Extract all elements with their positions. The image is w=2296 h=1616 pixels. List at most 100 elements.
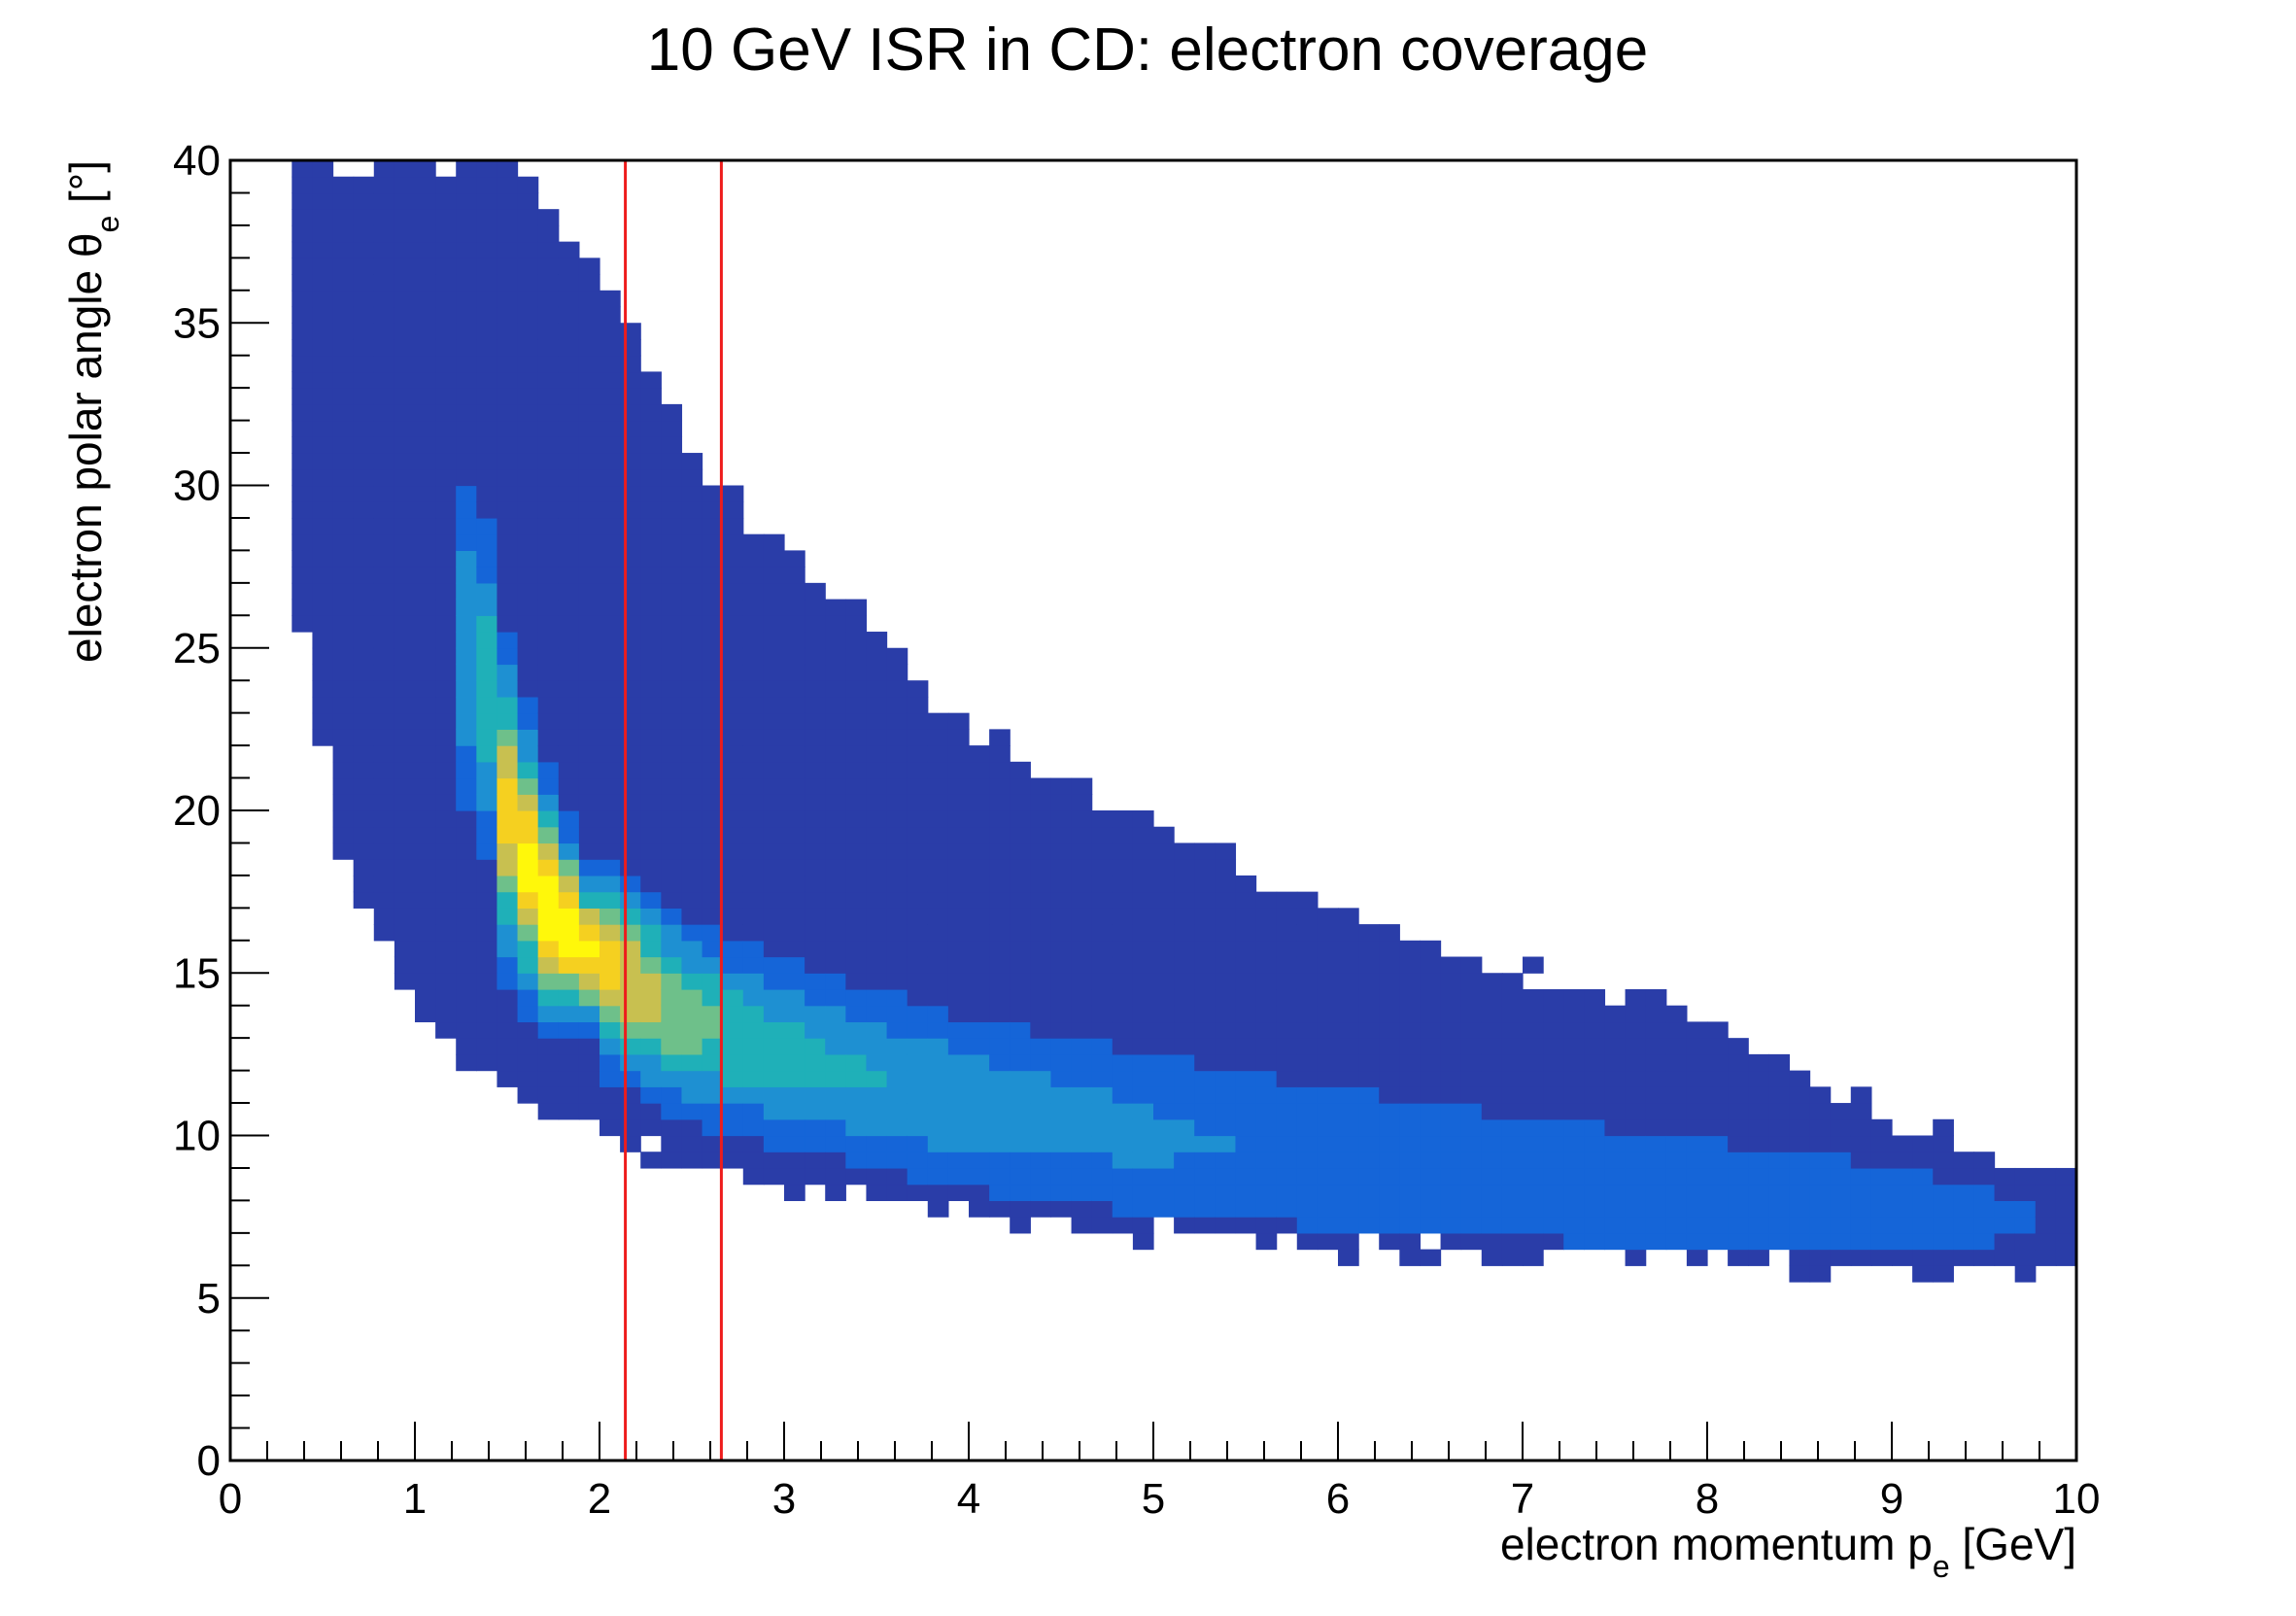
heatmap-cell [517, 420, 539, 437]
heatmap-cell [1420, 1038, 1442, 1055]
heatmap-cell [456, 274, 477, 292]
heatmap-cell [1338, 1184, 1359, 1201]
heatmap-cell [1501, 1249, 1524, 1266]
heatmap-cell [1850, 1086, 1872, 1104]
heatmap-cell [1686, 1184, 1708, 1201]
heatmap-cell [866, 1167, 888, 1186]
heatmap-cell [1338, 1053, 1359, 1072]
heatmap-cell [784, 924, 805, 942]
heatmap-cell [907, 875, 929, 893]
heatmap-cell [600, 745, 621, 763]
heatmap-cell [1604, 1184, 1627, 1201]
heatmap-cell [702, 1118, 724, 1137]
heatmap-cell [1010, 908, 1031, 925]
x-axis-label-subscript: e [1933, 1549, 1950, 1584]
heatmap-cell [1317, 1118, 1339, 1137]
heatmap-cell [578, 761, 600, 779]
heatmap-cell [578, 956, 600, 974]
heatmap-cell [537, 241, 560, 258]
heatmap-cell [497, 403, 519, 422]
heatmap-cell [1112, 1038, 1134, 1055]
heatmap-cell [1686, 1249, 1708, 1266]
heatmap-cell [1112, 1152, 1134, 1169]
heatmap-cell [947, 1053, 970, 1072]
heatmap-cell [1194, 859, 1216, 877]
heatmap-cell [291, 338, 314, 357]
heatmap-cell [353, 582, 375, 601]
heatmap-cell [702, 988, 724, 1007]
heatmap-cell [558, 453, 580, 470]
heatmap-cell [1501, 988, 1524, 1007]
heatmap-cell [702, 1103, 724, 1120]
heatmap-cell [1235, 1167, 1257, 1186]
heatmap-cell [784, 859, 805, 877]
heatmap-cell [1010, 875, 1031, 893]
heatmap-cell [332, 777, 355, 795]
heatmap-cell [1174, 891, 1195, 909]
heatmap-cell [1276, 1118, 1298, 1137]
heatmap-cell [476, 826, 498, 844]
heatmap-cell [1625, 1038, 1647, 1055]
heatmap-cell [661, 664, 683, 681]
heatmap-cell [558, 501, 580, 519]
heatmap-cell [291, 274, 314, 292]
heatmap-cell [1010, 1217, 1031, 1234]
heatmap-cell [620, 891, 641, 909]
heatmap-cell [1091, 1053, 1114, 1072]
heatmap-cell [312, 371, 334, 389]
heatmap-cell [640, 973, 662, 990]
heatmap-cell [681, 1038, 703, 1055]
heatmap-cell [1071, 1200, 1093, 1218]
heatmap-cell [1440, 1070, 1462, 1087]
heatmap-cell [415, 777, 436, 795]
heatmap-cell [1071, 777, 1093, 795]
heatmap-cell [1174, 842, 1195, 860]
heatmap-cell [640, 517, 662, 535]
heatmap-cell [558, 468, 580, 487]
heatmap-cell [332, 176, 355, 194]
heatmap-cell [1338, 1038, 1359, 1055]
heatmap-cell [578, 810, 600, 828]
heatmap-cell [1481, 1053, 1503, 1072]
heatmap-cell [947, 794, 970, 811]
heatmap-cell [1132, 973, 1154, 990]
heatmap-cell [1420, 940, 1442, 958]
heatmap-cell [1255, 1167, 1278, 1186]
heatmap-cell [312, 582, 334, 601]
heatmap-cell [1071, 1184, 1093, 1201]
heatmap-cell [722, 1021, 744, 1039]
heatmap-cell [1912, 1152, 1934, 1169]
heatmap-cell [620, 517, 641, 535]
heatmap-cell [435, 192, 457, 210]
heatmap-cell [1543, 1021, 1564, 1039]
heatmap-cell [866, 745, 888, 763]
heatmap-cell [1420, 1103, 1442, 1120]
heatmap-cell [578, 891, 600, 909]
heatmap-cell [394, 258, 416, 275]
heatmap-cell [435, 761, 457, 779]
heatmap-cell [1317, 988, 1339, 1007]
heatmap-cell [763, 1053, 785, 1072]
heatmap-cell [1296, 1038, 1319, 1055]
heatmap-cell [435, 908, 457, 925]
heatmap-cell [722, 501, 744, 519]
heatmap-cell [1768, 1152, 1791, 1169]
heatmap-cell [702, 485, 724, 502]
heatmap-cell [312, 696, 334, 714]
heatmap-cell [784, 1135, 805, 1152]
heatmap-cell [1523, 1152, 1544, 1169]
heatmap-cell [476, 647, 498, 666]
heatmap-cell [456, 810, 477, 828]
heatmap-cell [373, 160, 395, 178]
heatmap-cell [763, 647, 785, 666]
heatmap-cell [456, 859, 477, 877]
heatmap-cell [1215, 924, 1237, 942]
heatmap-cell [476, 810, 498, 828]
heatmap-cell [907, 842, 929, 860]
heatmap-cell [805, 826, 826, 844]
heatmap-cell [312, 647, 334, 666]
heatmap-cell [394, 826, 416, 844]
heatmap-cell [927, 1038, 949, 1055]
heatmap-cell [1543, 1167, 1564, 1186]
heatmap-cell [558, 632, 580, 649]
